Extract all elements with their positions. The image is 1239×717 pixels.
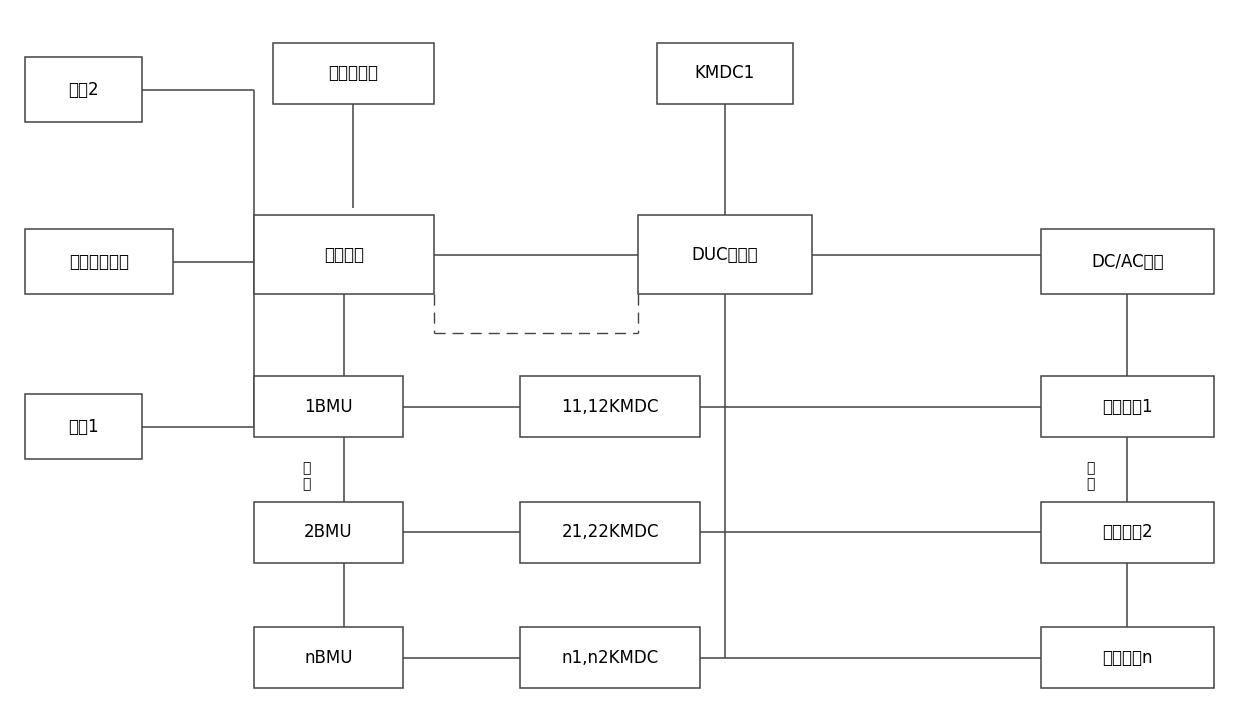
Text: 开关2: 开关2 (68, 80, 99, 99)
Text: n1,n2KMDC: n1,n2KMDC (561, 649, 659, 667)
Bar (1041, 627, 1214, 688)
Bar (25, 229, 173, 294)
Bar (1041, 229, 1214, 294)
Text: 司机控制器: 司机控制器 (328, 65, 378, 82)
Text: KMDC1: KMDC1 (695, 65, 755, 82)
Text: 主发电机励磁: 主发电机励磁 (69, 252, 129, 271)
Text: DUC控制器: DUC控制器 (691, 245, 758, 264)
Bar (254, 376, 403, 437)
Text: 2BMU: 2BMU (304, 523, 353, 541)
Bar (520, 627, 700, 688)
Bar (254, 215, 434, 294)
Text: 机车微机: 机车微机 (323, 245, 364, 264)
Text: 11,12KMDC: 11,12KMDC (561, 398, 659, 416)
Bar (520, 376, 700, 437)
Text: 总
线: 总 线 (1087, 461, 1094, 491)
Text: 开关1: 开关1 (68, 417, 99, 436)
Text: 总
线: 总 线 (302, 461, 311, 491)
Text: 斩波模块1: 斩波模块1 (1103, 398, 1152, 416)
Bar (657, 43, 793, 104)
Bar (273, 43, 434, 104)
Bar (254, 502, 403, 563)
Bar (254, 627, 403, 688)
Bar (638, 215, 812, 294)
Text: 21,22KMDC: 21,22KMDC (561, 523, 659, 541)
Text: 1BMU: 1BMU (304, 398, 353, 416)
Bar (520, 502, 700, 563)
Text: 斩波模块2: 斩波模块2 (1103, 523, 1152, 541)
Bar (25, 394, 142, 459)
Text: DC/AC模块: DC/AC模块 (1092, 252, 1163, 271)
Text: 斩波模块n: 斩波模块n (1103, 649, 1152, 667)
Bar (1041, 502, 1214, 563)
Bar (25, 57, 142, 122)
Bar (1041, 376, 1214, 437)
Text: nBMU: nBMU (304, 649, 353, 667)
